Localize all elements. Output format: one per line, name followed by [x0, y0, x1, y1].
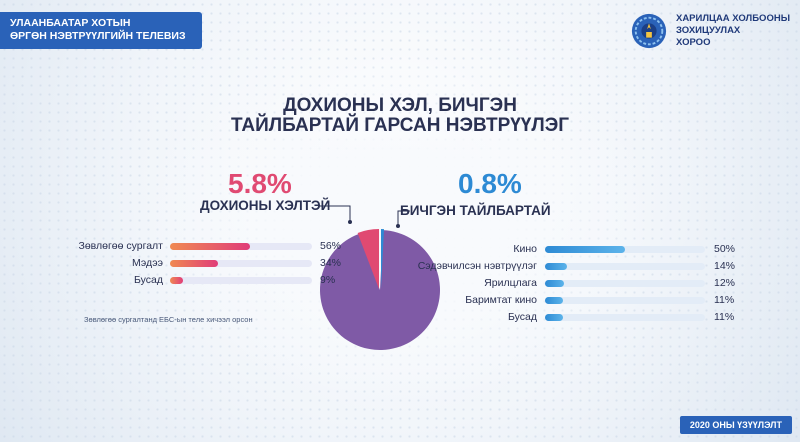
- subtitles-percent: 0.8%: [458, 168, 522, 199]
- broadcaster-line-2: ӨРГӨН НЭВТРҮҮЛГИЙН ТЕЛЕВИЗ: [10, 30, 186, 42]
- breakdown-row: Зөвлөгөө сургалт 56%: [40, 240, 350, 254]
- breakdown-row: Бусад 9%: [40, 274, 350, 288]
- chart-note: Зөвлөгөө сургалтанд ЕБС-ын теле хичээл о…: [84, 315, 253, 324]
- breakdown-bar: [545, 246, 625, 253]
- breakdown-label: Кино: [513, 243, 537, 255]
- breakdown-label: Зөвлөгөө сургалт: [78, 240, 163, 252]
- breakdown-value: 34%: [320, 257, 342, 269]
- breakdown-value: 9%: [320, 274, 336, 286]
- breakdown-row: Сэдэвчилсэн нэвтрүүлэг 14%: [385, 260, 745, 274]
- breakdown-bar: [545, 280, 565, 287]
- pie-slice-sign-language: [357, 229, 379, 289]
- regulator-emblem-icon: [631, 13, 667, 49]
- chart-title-line-2: ТАЙЛБАРТАЙ ГАРСАН НЭВТРҮҮЛЭГ: [231, 115, 569, 136]
- breakdown-bar: [545, 263, 568, 270]
- sign-language-leader-line: [318, 205, 351, 222]
- breakdown-label: Бусад: [133, 274, 163, 286]
- breakdown-bar: [170, 243, 250, 250]
- subtitles-title: БИЧГЭН ТАЙЛБАРТАЙ: [400, 203, 551, 218]
- breakdown-bar: [170, 260, 219, 267]
- breakdown-value: 14%: [714, 260, 736, 272]
- pie-slice-rest: [320, 230, 441, 350]
- breakdown-bar-track: [170, 277, 312, 284]
- breakdown-bar-track: [170, 243, 312, 250]
- breakdown-value: 56%: [320, 240, 342, 252]
- breakdown-value: 11%: [714, 311, 735, 323]
- regulator-brand: ХАРИЛЦАА ХОЛБООНЫ ЗОХИЦУУЛАХ ХОРОО: [630, 12, 790, 50]
- broadcaster-banner: УЛААНБААТАР ХОТЫН ӨРГӨН НЭВТРҮҮЛГИЙН ТЕЛ…: [0, 12, 202, 49]
- regulator-line-2: ЗОХИЦУУЛАХ: [675, 25, 741, 36]
- chart-title: ДОХИОНЫ ХЭЛ, БИЧГЭН ТАЙЛБАРТАЙ ГАРСАН НЭ…: [0, 96, 800, 136]
- breakdown-label: Сэдэвчилсэн нэвтрүүлэг: [417, 260, 537, 272]
- breakdown-bar-track: [545, 314, 705, 321]
- breakdown-bar-track: [545, 246, 705, 253]
- breakdown-bar: [170, 277, 183, 284]
- breakdown-value: 11%: [714, 294, 735, 306]
- subtitles-leader-dot: [396, 224, 400, 228]
- breakdown-bar-track: [545, 297, 705, 304]
- sign-language-leader-dot: [348, 220, 352, 224]
- breakdown-row: Кино 50%: [385, 243, 745, 257]
- breakdown-label: Баримтат кино: [465, 294, 537, 306]
- breakdown-bar: [545, 314, 563, 321]
- breakdown-label: Бусад: [507, 311, 537, 323]
- breakdown-label: Ярилцлага: [484, 277, 537, 289]
- breakdown-row: Ярилцлага 12%: [385, 277, 745, 291]
- regulator-line-3: ХОРОО: [675, 37, 711, 48]
- year-badge: 2020 ОНЫ ҮЗҮҮЛЭЛТ: [679, 416, 792, 434]
- breakdown-row: Баримтат кино 11%: [385, 294, 745, 308]
- breakdown-row: Бусад 11%: [385, 311, 745, 325]
- pie-slice-subtitles: [381, 229, 385, 289]
- sign-language-percent: 5.8%: [228, 168, 292, 199]
- broadcaster-line-1: УЛААНБААТАР ХОТЫН: [10, 17, 131, 29]
- subtitles-leader-line: [397, 210, 410, 226]
- breakdown-bar-track: [545, 263, 705, 270]
- sign-language-title: ДОХИОНЫ ХЭЛТЭЙ: [200, 198, 331, 213]
- breakdown-bar: [545, 297, 563, 304]
- breakdown-bar-track: [545, 280, 705, 287]
- breakdown-bar-track: [170, 260, 312, 267]
- breakdown-value: 50%: [714, 243, 736, 255]
- breakdown-row: Мэдээ 34%: [40, 257, 350, 271]
- regulator-line-1: ХАРИЛЦАА ХОЛБООНЫ: [675, 13, 790, 24]
- breakdown-label: Мэдээ: [132, 257, 163, 269]
- breakdown-value: 12%: [714, 277, 736, 289]
- chart-title-line-1: ДОХИОНЫ ХЭЛ, БИЧГЭН: [283, 95, 517, 116]
